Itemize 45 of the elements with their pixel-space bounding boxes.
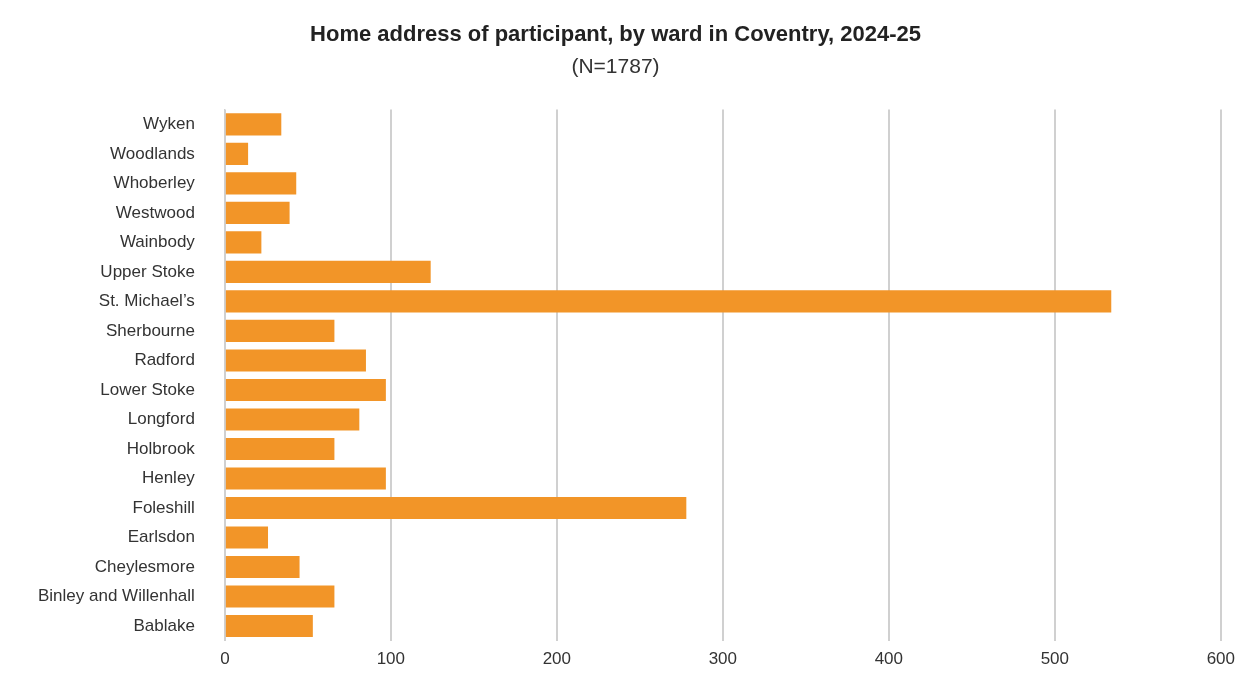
y-tick-label: Foleshill <box>132 497 195 517</box>
x-tick-label: 400 <box>874 648 904 668</box>
x-tick-label: 100 <box>376 648 406 668</box>
y-tick-label: Radford <box>134 350 195 370</box>
bar <box>225 408 360 431</box>
bar <box>225 260 431 283</box>
y-tick-label: Lower Stoke <box>100 379 195 399</box>
y-tick-label: Holbrook <box>126 438 196 458</box>
bar <box>225 231 262 254</box>
y-tick-label: Wyken <box>143 114 195 134</box>
bar <box>225 201 290 224</box>
y-tick-label: Wainbody <box>119 232 196 252</box>
y-tick-label: Cheylesmore <box>94 556 195 576</box>
bar <box>225 555 300 579</box>
bar <box>225 319 335 342</box>
y-tick-label: Woodlands <box>110 143 195 163</box>
bar <box>225 172 297 195</box>
chart-subtitle: (N=1787) <box>571 53 660 77</box>
y-tick-label: Earlsdon <box>127 527 195 547</box>
bar <box>225 496 687 520</box>
y-tick-label: St. Michael’s <box>98 291 195 311</box>
y-tick-label: Upper Stoke <box>100 261 195 281</box>
bar <box>225 378 386 402</box>
bar <box>225 585 335 608</box>
x-tick-label: 200 <box>542 648 572 668</box>
y-tick-label: Longford <box>127 409 195 429</box>
y-tick-label: Westwood <box>115 202 195 222</box>
y-tick-label: Binley and Willenhall <box>37 586 195 606</box>
bar <box>225 349 366 372</box>
x-tick-label: 600 <box>1206 648 1236 668</box>
bar <box>225 526 269 549</box>
x-tick-label: 500 <box>1040 648 1070 668</box>
bar <box>225 437 335 461</box>
y-tick-label: Bablake <box>133 615 195 635</box>
bar <box>225 290 1112 313</box>
x-tick-label: 300 <box>708 648 738 668</box>
bar <box>225 614 313 638</box>
y-tick-label: Whoberley <box>113 173 196 193</box>
bar <box>225 142 249 165</box>
bar <box>225 467 386 490</box>
chart-title: Home address of participant, by ward in Coventry, 2024-25 <box>310 21 921 47</box>
x-tick-label: 0 <box>220 648 230 668</box>
bar <box>225 113 282 136</box>
y-tick-label: Sherbourne <box>106 320 195 340</box>
y-tick-label: Henley <box>141 468 196 488</box>
